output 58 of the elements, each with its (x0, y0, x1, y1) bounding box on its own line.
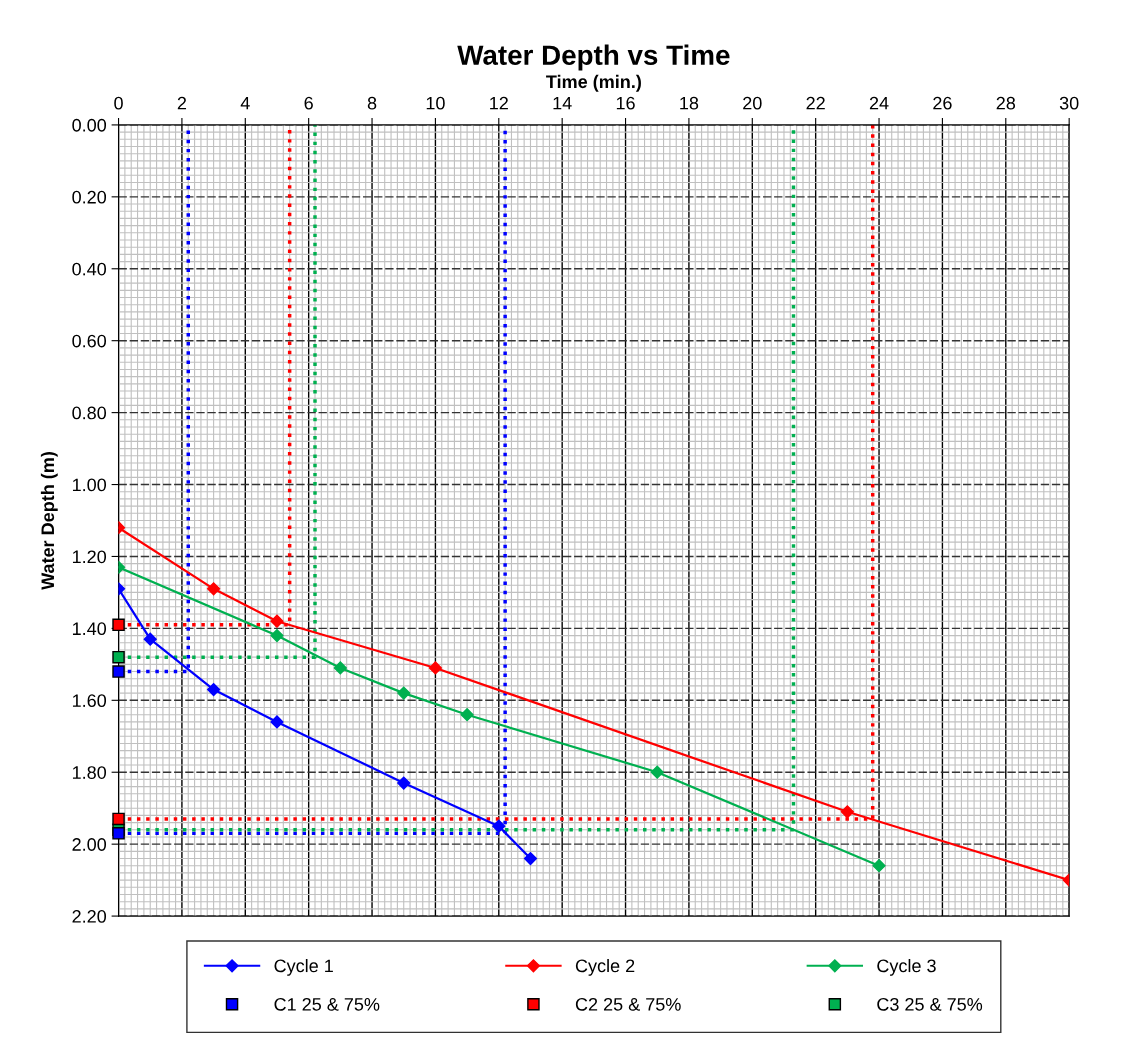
x-tick-label: 14 (553, 96, 572, 110)
x-tick-label: 26 (933, 96, 952, 110)
legend-label: C2 25 & 75% (575, 997, 681, 1011)
y-tick-label: 0.20 (72, 190, 107, 204)
point (270, 715, 284, 729)
x-tick-label: 6 (304, 96, 313, 110)
point (143, 632, 157, 646)
x-tick-label: 4 (240, 96, 250, 110)
x-tick-label: 16 (616, 96, 635, 110)
y-tick-label: 1.80 (72, 766, 107, 779)
point (650, 765, 664, 779)
point (397, 686, 411, 700)
point (207, 682, 221, 697)
x-tick-label: 30 (1059, 96, 1079, 110)
point (397, 776, 411, 790)
x-tick-label: 28 (996, 96, 1016, 110)
x-tick-label: 24 (869, 96, 889, 110)
legend-label: Cycle 2 (575, 958, 635, 976)
y-tick-label: 0.80 (72, 406, 107, 420)
y-tick-label: 1.20 (72, 550, 107, 564)
point (333, 661, 347, 675)
y-tick-label: 1.00 (72, 478, 107, 492)
y-tick-label: 0.40 (72, 262, 107, 276)
y-tick-label: 1.40 (72, 622, 107, 636)
x-tick-label: 18 (680, 96, 699, 110)
x-tick-label: 12 (490, 96, 508, 110)
legend-label: Cycle 1 (274, 958, 333, 976)
y-tick-label: 0.60 (72, 334, 107, 348)
x-tick-label: 8 (367, 96, 377, 110)
y-axis-title: Water Depth (m) (40, 452, 58, 590)
y-tick-label: 0.00 (72, 118, 107, 132)
chart-title: Water Depth vs Time (457, 44, 730, 71)
x-axis-title: Time (min.) (546, 74, 641, 92)
point (112, 665, 125, 678)
point (523, 851, 538, 866)
y-tick-label: 2.20 (72, 910, 107, 923)
point (112, 618, 125, 632)
point (112, 812, 125, 826)
point (872, 859, 886, 873)
legend-label: Cycle 3 (877, 958, 936, 976)
y-tick-label: 2.00 (72, 838, 107, 851)
x-tick-label: 10 (426, 96, 445, 110)
point (112, 827, 125, 840)
point (112, 650, 125, 664)
legend-label: C1 25 & 75% (274, 997, 380, 1011)
x-tick-label: 0 (114, 96, 123, 110)
x-tick-label: 2 (177, 96, 187, 110)
point (428, 661, 443, 675)
point (840, 805, 854, 819)
point (207, 582, 221, 596)
point (492, 819, 506, 833)
point (270, 614, 284, 628)
point (270, 628, 284, 643)
x-tick-label: 20 (743, 96, 762, 110)
y-tick-label: 1.60 (72, 694, 107, 708)
legend-label: C3 25 & 75% (877, 997, 983, 1011)
point (460, 708, 474, 722)
x-tick-label: 22 (806, 96, 825, 110)
